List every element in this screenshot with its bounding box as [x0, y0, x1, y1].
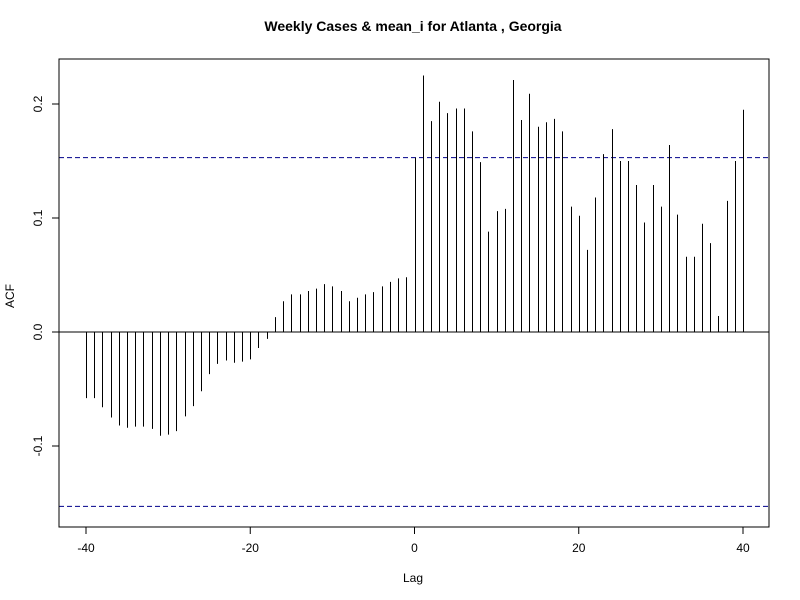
- y-tick-label: 0.0: [31, 323, 45, 340]
- x-tick-label: 40: [736, 541, 750, 555]
- x-tick-label: -20: [242, 541, 260, 555]
- y-tick-label: 0.1: [31, 209, 45, 226]
- y-tick-label: -0.1: [31, 435, 45, 456]
- chart-title: Weekly Cases & mean_i for Atlanta , Geor…: [264, 18, 561, 34]
- x-axis-label: Lag: [403, 571, 423, 585]
- acf-bars: [86, 75, 744, 436]
- x-axis: -40 -20 0 20 40: [77, 527, 750, 555]
- confidence-bands: [59, 157, 769, 507]
- plot-frame: [58, 58, 770, 528]
- x-tick-label: -40: [77, 541, 95, 555]
- y-tick-label: 0.2: [31, 95, 45, 112]
- x-tick-label: 20: [572, 541, 586, 555]
- y-axis-label: ACF: [3, 284, 17, 308]
- y-axis: -0.1 0.0 0.1 0.2: [31, 95, 59, 456]
- x-tick-label: 0: [411, 541, 418, 555]
